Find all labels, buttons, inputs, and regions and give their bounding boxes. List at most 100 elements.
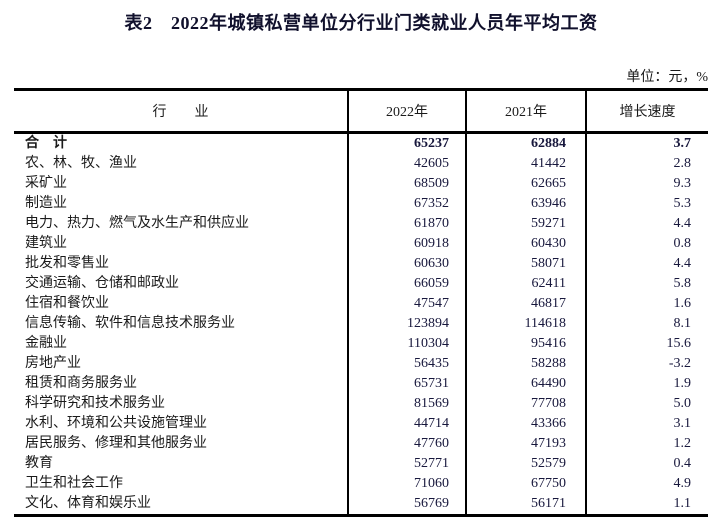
value-2021-cell: 95416 — [465, 334, 586, 354]
industry-cell: 科学研究和技术服务业 — [25, 396, 165, 411]
growth-cell: 3.7 — [585, 132, 708, 154]
industry-cell: 租赁和商务服务业 — [25, 376, 137, 391]
value-2022-cell: 67352 — [347, 194, 466, 214]
industry-cell: 交通运输、仓储和邮政业 — [25, 276, 179, 291]
table-row: 教育 52771 52579 0.4 — [14, 454, 708, 474]
table-row: 居民服务、修理和其他服务业 47760 47193 1.2 — [14, 434, 708, 454]
growth-cell: 1.6 — [585, 294, 708, 314]
industry-cell: 卫生和社会工作 — [25, 476, 123, 491]
growth-cell: 3.1 — [585, 414, 708, 434]
value-2022-cell: 71060 — [347, 474, 466, 494]
value-2022-cell: 52771 — [347, 454, 466, 474]
column-header-2021: 2021年 — [465, 89, 586, 134]
table-row: 批发和零售业 60630 58071 4.4 — [14, 254, 708, 274]
industry-cell: 建筑业 — [25, 236, 67, 251]
industry-cell: 房地产业 — [25, 356, 81, 371]
value-2021-cell: 43366 — [465, 414, 586, 434]
table-row: 信息传输、软件和信息技术服务业 123894 114618 8.1 — [14, 314, 708, 334]
table-row: 卫生和社会工作 71060 67750 4.9 — [14, 474, 708, 494]
value-2021-cell: 47193 — [465, 434, 586, 454]
value-2021-cell: 56171 — [465, 494, 586, 516]
growth-cell: 5.3 — [585, 194, 708, 214]
industry-cell: 水利、环境和公共设施管理业 — [25, 416, 207, 431]
value-2021-cell: 41442 — [465, 154, 586, 174]
value-2022-cell: 81569 — [347, 394, 466, 414]
table-row: 电力、热力、燃气及水生产和供应业 61870 59271 4.4 — [14, 214, 708, 234]
value-2021-cell: 60430 — [465, 234, 586, 254]
value-2022-cell: 110304 — [347, 334, 466, 354]
value-2022-cell: 65731 — [347, 374, 466, 394]
growth-cell: 9.3 — [585, 174, 708, 194]
industry-cell: 信息传输、软件和信息技术服务业 — [25, 316, 235, 331]
value-2021-cell: 114618 — [465, 314, 586, 334]
value-2021-cell: 77708 — [465, 394, 586, 414]
value-2021-cell: 46817 — [465, 294, 586, 314]
unit-label: 单位：元，% — [626, 70, 708, 85]
growth-cell: 2.8 — [585, 154, 708, 174]
growth-cell: 4.9 — [585, 474, 708, 494]
value-2022-cell: 123894 — [347, 314, 466, 334]
wage-table: 行 业 2022年 2021年 增长速度 合 计 65237 62884 3.7 农、林… — [14, 88, 708, 517]
value-2021-cell: 63946 — [465, 194, 586, 214]
column-header-industry: 行 业 — [14, 89, 348, 134]
column-header-growth: 增长速度 — [585, 89, 708, 134]
value-2022-cell: 56435 — [347, 354, 466, 374]
value-2022-cell: 60630 — [347, 254, 466, 274]
table-row: 金融业 110304 95416 15.6 — [14, 334, 708, 354]
value-2021-cell: 52579 — [465, 454, 586, 474]
table-row: 采矿业 68509 62665 9.3 — [14, 174, 708, 194]
growth-cell: 15.6 — [585, 334, 708, 354]
value-2022-cell: 68509 — [347, 174, 466, 194]
growth-cell: 5.0 — [585, 394, 708, 414]
growth-cell: 1.1 — [585, 494, 708, 516]
value-2021-cell: 62411 — [465, 274, 586, 294]
value-2022-cell: 44714 — [347, 414, 466, 434]
industry-cell: 制造业 — [25, 196, 67, 211]
industry-cell: 金融业 — [25, 336, 67, 351]
industry-cell: 教育 — [25, 456, 53, 471]
table-body: 合 计 65237 62884 3.7 农、林、牧、渔业 42605 41442 2.8 采矿业… — [14, 132, 708, 516]
table-row: 建筑业 60918 60430 0.8 — [14, 234, 708, 254]
table-row: 水利、环境和公共设施管理业 44714 43366 3.1 — [14, 414, 708, 434]
value-2022-cell: 65237 — [347, 132, 466, 154]
value-2021-cell: 62665 — [465, 174, 586, 194]
growth-cell: 0.4 — [585, 454, 708, 474]
page-title: 表2 2022年城镇私营单位分行业门类就业人员年平均工资 — [124, 13, 598, 33]
growth-cell: 1.2 — [585, 434, 708, 454]
table-row: 科学研究和技术服务业 81569 77708 5.0 — [14, 394, 708, 414]
table-row: 房地产业 56435 58288 -3.2 — [14, 354, 708, 374]
industry-cell: 文化、体育和娱乐业 — [25, 496, 151, 511]
table-row: 文化、体育和娱乐业 56769 56171 1.1 — [14, 494, 708, 516]
value-2021-cell: 62884 — [465, 132, 586, 154]
value-2021-cell: 64490 — [465, 374, 586, 394]
growth-cell: 0.8 — [585, 234, 708, 254]
industry-cell: 采矿业 — [25, 176, 67, 191]
table-row: 交通运输、仓储和邮政业 66059 62411 5.8 — [14, 274, 708, 294]
table-row: 制造业 67352 63946 5.3 — [14, 194, 708, 214]
value-2022-cell: 42605 — [347, 154, 466, 174]
value-2021-cell: 58071 — [465, 254, 586, 274]
value-2022-cell: 66059 — [347, 274, 466, 294]
industry-cell: 批发和零售业 — [25, 256, 109, 271]
industry-cell: 居民服务、修理和其他服务业 — [25, 436, 207, 451]
table-row: 租赁和商务服务业 65731 64490 1.9 — [14, 374, 708, 394]
value-2022-cell: 61870 — [347, 214, 466, 234]
header-row: 行 业 2022年 2021年 增长速度 — [14, 89, 708, 134]
growth-cell: 4.4 — [585, 254, 708, 274]
industry-cell: 住宿和餐饮业 — [25, 296, 109, 311]
growth-cell: -3.2 — [585, 354, 708, 374]
growth-cell: 1.9 — [585, 374, 708, 394]
table-header: 行 业 2022年 2021年 增长速度 — [14, 89, 708, 134]
table-row: 住宿和餐饮业 47547 46817 1.6 — [14, 294, 708, 314]
value-2022-cell: 47547 — [347, 294, 466, 314]
column-header-2022: 2022年 — [347, 89, 466, 134]
table-row: 农、林、牧、渔业 42605 41442 2.8 — [14, 154, 708, 174]
industry-cell: 农、林、牧、渔业 — [25, 156, 137, 171]
value-2021-cell: 67750 — [465, 474, 586, 494]
value-2021-cell: 58288 — [465, 354, 586, 374]
value-2022-cell: 47760 — [347, 434, 466, 454]
industry-cell: 电力、热力、燃气及水生产和供应业 — [25, 216, 249, 231]
industry-cell: 合 计 — [25, 136, 67, 151]
growth-cell: 5.8 — [585, 274, 708, 294]
value-2021-cell: 59271 — [465, 214, 586, 234]
